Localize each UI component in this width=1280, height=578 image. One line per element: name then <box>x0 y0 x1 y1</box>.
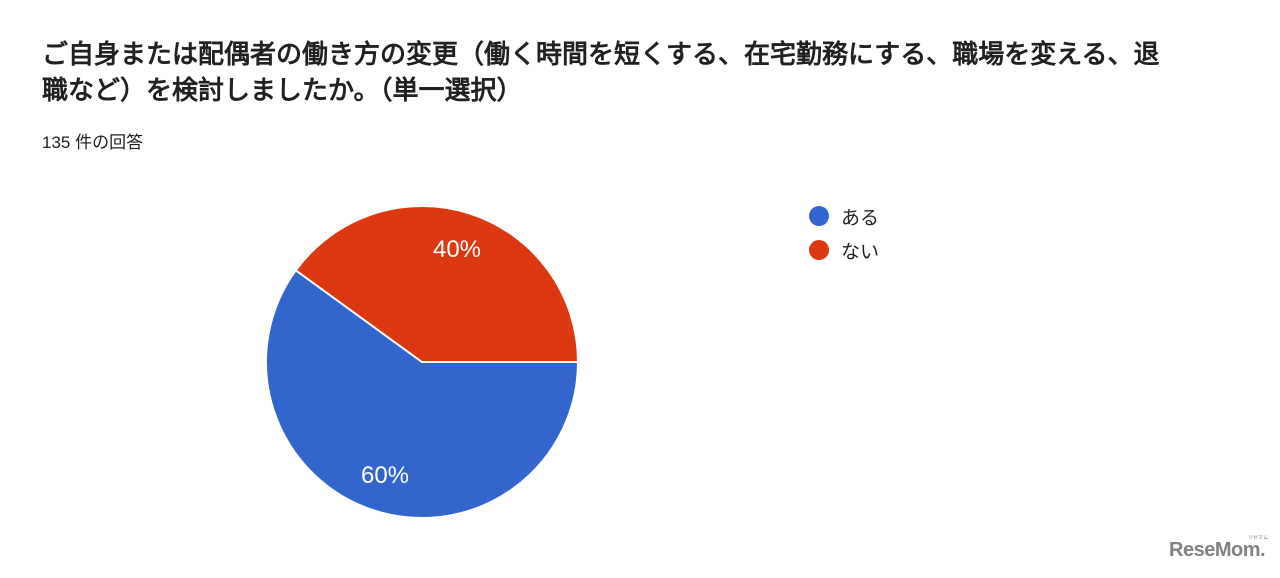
svg-text:60%: 60% <box>361 462 409 489</box>
svg-text:40%: 40% <box>433 236 481 263</box>
